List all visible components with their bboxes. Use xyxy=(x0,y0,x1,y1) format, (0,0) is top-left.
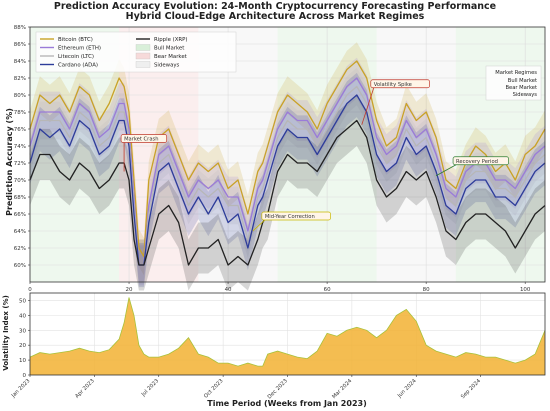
y-tick-label: 62% xyxy=(14,246,26,252)
series-line xyxy=(29,60,546,258)
series-line xyxy=(29,77,546,266)
volatility-axes: 0 10 20 30 40 50 Jan 2023 Apr 2023 Jul 2023 Oct 2… xyxy=(10,292,546,400)
legend-label: Bear Market xyxy=(154,54,187,60)
plot-frame xyxy=(29,26,546,283)
y-tick-label: 50 xyxy=(19,298,26,304)
y-tick-label: 76% xyxy=(14,127,26,133)
annotation-label: Mid-Year Correction xyxy=(265,214,315,220)
annotation-box xyxy=(370,79,430,89)
legend-swatch xyxy=(135,61,151,68)
annotation-box xyxy=(120,134,168,143)
regime-legend-item: Sideways xyxy=(513,92,538,98)
series-line xyxy=(29,85,546,266)
x-tick-label: Jun 2024 xyxy=(396,378,418,400)
y-tick-label: 86% xyxy=(14,42,26,48)
annotation-box xyxy=(452,156,509,166)
x-tick-label: 100 xyxy=(520,287,531,293)
annotation-label: Recovery Period xyxy=(456,159,498,165)
regime-legend-item: Bull Market xyxy=(508,78,537,84)
x-tick-label: Jul 2023 xyxy=(140,378,160,398)
legend-label: Bull Market xyxy=(154,46,184,52)
accuracy-chart: Market Crash Mid-Year Correction Volatilit… xyxy=(5,25,546,293)
y-tick-label: 88% xyxy=(14,25,26,31)
volatility-chart: 0 10 20 30 40 50 Jan 2023 Apr 2023 Jul 2023 Oct 2… xyxy=(2,292,546,408)
x-tick-label: 80 xyxy=(423,287,430,293)
legend-label: Ethereum (ETH) xyxy=(58,46,101,52)
annotation-arrow xyxy=(361,87,375,125)
annotation-box xyxy=(261,211,331,221)
regime-legend-box xyxy=(485,65,542,101)
y-tick-label: 30 xyxy=(19,328,26,334)
legend-label: Cardano (ADA) xyxy=(58,63,98,69)
x-tick-label: Jan 2023 xyxy=(10,378,31,399)
y-tick-label: 64% xyxy=(14,229,26,235)
annotation-arrow xyxy=(252,219,266,232)
x-tick-label: Apr 2023 xyxy=(74,378,95,399)
series-legend: Bitcoin (BTC) Ethereum (ETH) Litecoin (LTC… xyxy=(35,31,237,73)
accuracy-series-lines xyxy=(29,60,546,266)
x-tick-label: Mar 2024 xyxy=(331,378,353,400)
chart-title: Prediction Accuracy Evolution: 24-Month … xyxy=(53,1,497,12)
y-tick-label: 0 xyxy=(23,373,27,379)
y-tick-label: 82% xyxy=(14,76,26,82)
annotation-label: Market Crash xyxy=(124,137,158,143)
y-tick-label: 70% xyxy=(14,178,26,184)
annotation-label: Volatility Spike xyxy=(374,82,412,88)
y-tick-label: 78% xyxy=(14,110,26,116)
x-tick-label: 0 xyxy=(28,287,32,293)
y-tick-label: 80% xyxy=(14,93,26,99)
x-tick-label: Dec 2023 xyxy=(267,378,289,400)
legend-label: Litecoin (LTC) xyxy=(58,54,94,60)
accuracy-y-label: Prediction Accuracy (%) xyxy=(5,108,14,216)
regime-legend-item: Bear Market xyxy=(505,85,537,91)
y-tick-label: 84% xyxy=(14,59,26,65)
y-tick-label: 10 xyxy=(19,358,26,364)
legend-label: Bitcoin (BTC) xyxy=(58,37,93,43)
volatility-area xyxy=(29,297,546,375)
x-tick-label: Oct 2023 xyxy=(203,378,224,399)
y-tick-label: 68% xyxy=(14,195,26,201)
legend-swatch xyxy=(135,52,151,60)
y-tick-label: 60% xyxy=(14,263,26,269)
chart-subtitle: Hybrid Cloud-Edge Architecture Across Ma… xyxy=(125,11,425,22)
volatility-fill xyxy=(30,297,545,375)
x-tick-label: 20 xyxy=(126,287,133,293)
y-tick-label: 72% xyxy=(14,161,26,167)
volatility-line xyxy=(29,297,546,367)
x-tick-label: 40 xyxy=(225,287,232,293)
event-annotations: Market Crash Mid-Year Correction Volatilit… xyxy=(120,79,509,232)
y-tick-label: 20 xyxy=(19,343,26,349)
y-tick-label: 74% xyxy=(14,144,26,150)
x-tick-label: 60 xyxy=(324,287,331,293)
x-tick-label: Sep 2024 xyxy=(460,378,482,400)
y-tick-label: 66% xyxy=(14,212,26,218)
legend-label: Sideways xyxy=(154,63,180,69)
legend-swatch xyxy=(135,44,151,51)
volatility-y-label: Volatility Index (%) xyxy=(2,295,10,371)
regime-legend-title: Market Regimes xyxy=(495,70,537,76)
legend-label: Ripple (XRP) xyxy=(154,37,188,43)
time-x-label: Time Period (Weeks from Jan 2023) xyxy=(207,399,366,408)
annotation-arrow xyxy=(435,164,457,177)
y-tick-label: 40 xyxy=(19,313,26,319)
series-line xyxy=(29,94,546,266)
accuracy-axes: 60% 62% 64% 66% 68% 70% 72% 74% 76% 78% 80% 82% 84% 8… xyxy=(14,25,546,293)
